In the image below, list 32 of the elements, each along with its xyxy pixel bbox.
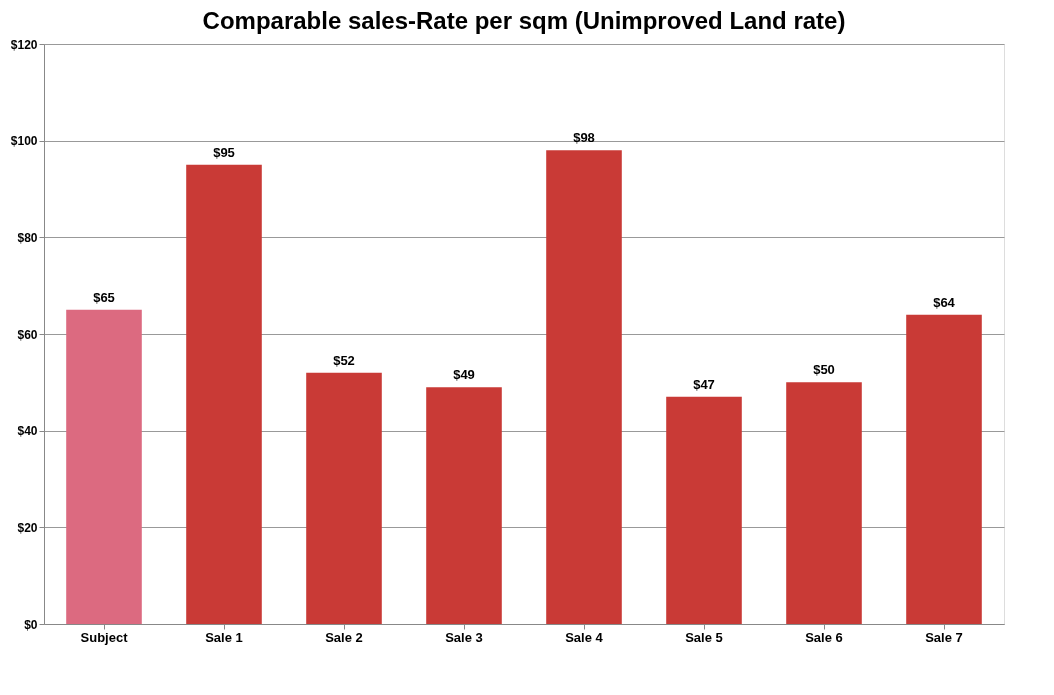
x-tick-label: Sale 3 xyxy=(445,629,483,645)
bar xyxy=(66,309,142,624)
y-tick-label: $40 xyxy=(17,424,38,439)
data-label: $95 xyxy=(213,144,235,160)
x-tick-label: Sale 7 xyxy=(925,629,963,645)
y-tick-label: $100 xyxy=(10,134,38,149)
y-tick-label: $120 xyxy=(10,37,38,52)
x-tick-label: Subject xyxy=(80,629,129,645)
data-label: $47 xyxy=(693,376,715,392)
bar xyxy=(786,382,862,624)
chart-title: Comparable sales-Rate per sqm (Unimproved Land rate) xyxy=(202,7,846,34)
x-tick-label: Sale 5 xyxy=(685,629,723,645)
bar xyxy=(906,314,982,624)
data-label: $50 xyxy=(813,362,835,378)
data-label: $64 xyxy=(933,294,956,310)
bar xyxy=(546,150,622,624)
data-label: $98 xyxy=(573,130,595,146)
bar xyxy=(306,372,382,624)
bar xyxy=(186,164,262,624)
x-tick-label: Sale 6 xyxy=(805,629,843,645)
data-label: $65 xyxy=(93,289,115,305)
y-tick-label: $20 xyxy=(17,520,38,535)
y-tick-label: $0 xyxy=(24,617,38,632)
y-tick-label: $60 xyxy=(17,327,38,342)
x-tick-label: Sale 4 xyxy=(565,629,604,645)
y-tick-label: $80 xyxy=(17,230,38,245)
bar xyxy=(666,396,742,624)
x-tick-label: Sale 1 xyxy=(205,629,243,645)
data-label: $49 xyxy=(453,367,475,383)
bar xyxy=(426,387,502,624)
data-label: $52 xyxy=(333,352,355,368)
x-tick-label: Sale 2 xyxy=(325,629,363,645)
